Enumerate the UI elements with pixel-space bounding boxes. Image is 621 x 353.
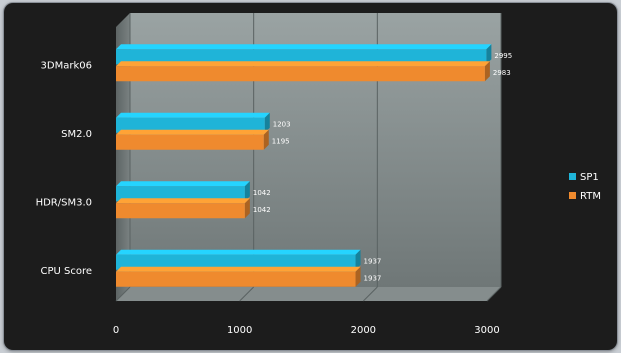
category-label: SM2.0	[61, 129, 92, 140]
bar-sp1	[116, 254, 356, 270]
bar-chart: 0 1000 2000 3000 3DMark06 2995 2983 SM2.0 1203 11…	[36, 13, 601, 336]
bar-rtm-top	[116, 61, 490, 67]
bar-sp1-top	[116, 44, 492, 50]
bar-sp1	[116, 49, 487, 65]
plot-back-wall	[130, 13, 501, 287]
bar-sp1	[116, 186, 245, 202]
bar-sp1-end	[264, 112, 270, 133]
bar-rtm-end	[484, 61, 490, 82]
bar-rtm-top	[116, 198, 250, 204]
bar-sp1	[116, 117, 265, 133]
chart-frame: 0 1000 2000 3000 3DMark06 2995 2983 SM2.0 1203 11…	[4, 3, 617, 350]
data-label: 2995	[494, 52, 512, 60]
bar-sp1-top	[116, 249, 361, 255]
bar-rtm-end	[244, 198, 250, 219]
bar-rtm-top	[116, 129, 269, 135]
x-tick-label: 3000	[474, 325, 499, 336]
legend-swatch-rtm	[569, 192, 576, 199]
data-label: 2983	[493, 69, 511, 77]
x-tick-label: 0	[113, 325, 119, 336]
data-label: 1937	[364, 257, 382, 265]
bar-sp1-top	[116, 181, 250, 187]
bar-rtm	[116, 203, 245, 219]
bar-rtm-top	[116, 266, 361, 272]
plot-side-wall	[116, 13, 130, 301]
bar-sp1-end	[355, 249, 361, 270]
category-label: HDR/SM3.0	[36, 197, 92, 208]
bar-rtm-end	[263, 129, 269, 150]
data-label: 1203	[273, 120, 291, 128]
gridline-floor	[362, 286, 378, 302]
gridline-floor	[115, 286, 131, 302]
bar-rtm	[116, 134, 264, 150]
x-tick-label: 1000	[227, 325, 252, 336]
bar-rtm-end	[355, 266, 361, 287]
category-label: CPU Score	[40, 266, 92, 277]
gridline-floor	[486, 286, 502, 302]
bar-rtm	[116, 66, 485, 82]
x-tick-label: 2000	[351, 325, 376, 336]
category-label: 3DMark06	[41, 60, 92, 71]
plot-floor	[116, 287, 501, 301]
bar-sp1-top	[116, 112, 270, 118]
data-label: 1042	[253, 206, 271, 214]
legend-swatch-sp1	[569, 173, 576, 180]
bar-rtm	[116, 271, 356, 287]
data-label: 1042	[253, 189, 271, 197]
bar-sp1-end	[486, 44, 492, 65]
gridline-floor	[239, 286, 255, 302]
bar-sp1-end	[244, 181, 250, 202]
data-label: 1195	[272, 137, 290, 145]
legend-label-rtm: RTM	[580, 191, 601, 202]
legend-label-sp1: SP1	[580, 172, 599, 183]
data-label: 1937	[364, 274, 382, 282]
